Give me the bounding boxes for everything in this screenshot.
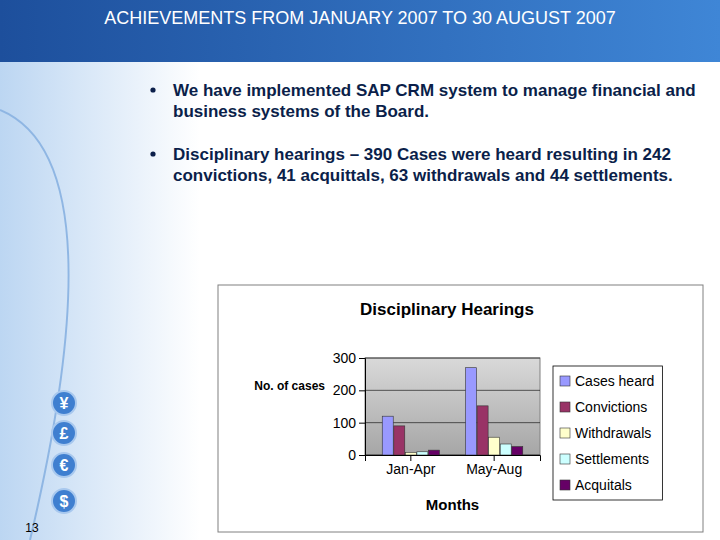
chart-title: Disciplinary Hearings (360, 300, 534, 319)
bar (405, 452, 416, 455)
bullet-dot (150, 87, 155, 92)
y-axis-title: No. of cases (254, 379, 325, 393)
y-tick-label: 0 (348, 447, 356, 463)
x-tick-label: May-Aug (466, 461, 522, 477)
legend-label: Cases heard (575, 373, 654, 389)
y-tick-label: 100 (333, 415, 357, 431)
icon-symbol: ¥ (60, 395, 69, 412)
slide: ACHIEVEMENTS FROM JANUARY 2007 TO 30 AUG… (0, 0, 720, 540)
icon-circle (52, 421, 76, 445)
icon-symbol: £ (60, 425, 69, 442)
y-axis: 0 100 200 300 (333, 350, 366, 463)
y-tick: 0 (348, 447, 365, 463)
y-tick-label: 200 (333, 382, 357, 398)
y-tick: 100 (333, 415, 365, 431)
grid-line (365, 358, 540, 359)
bar (417, 452, 428, 455)
x-tick-label: Jan-Apr (386, 461, 435, 477)
y-tick-mark (359, 390, 365, 391)
chart-area (218, 285, 703, 532)
bar (500, 444, 511, 455)
legend-swatch (560, 402, 570, 412)
bullet-dot (150, 151, 155, 156)
grid (365, 358, 540, 455)
legend-swatch (560, 480, 570, 490)
legend-label: Settlements (575, 451, 649, 467)
x-axis: Jan-Apr May-Aug (366, 455, 541, 477)
legend-swatch (560, 454, 570, 464)
x-tick: Jan-Apr (386, 455, 435, 477)
page-number: 13 (25, 521, 39, 535)
x-tick: May-Aug (466, 455, 522, 477)
y-tick: 200 (333, 382, 365, 398)
y-tick-label: 300 (333, 350, 357, 366)
y-tick-mark (359, 455, 365, 456)
y-axis-line (359, 359, 366, 456)
x-axis-title: Months (426, 496, 479, 513)
y-tick-mark (359, 423, 365, 424)
legend-label: Acquitals (575, 477, 632, 493)
grid-line (365, 390, 540, 391)
legend-swatch (560, 428, 570, 438)
y-tick-mark (359, 358, 365, 359)
bar (489, 437, 500, 455)
icon-circle (52, 489, 76, 513)
icon-symbol: € (60, 457, 69, 474)
bar (382, 416, 393, 455)
bar (512, 447, 523, 455)
slide-title: ACHIEVEMENTS FROM JANUARY 2007 TO 30 AUG… (104, 8, 616, 28)
plot-area (365, 358, 540, 455)
legend-swatch (560, 376, 570, 386)
legend-label: Withdrawals (575, 425, 651, 441)
header-band (0, 0, 720, 62)
legend-label: Convictions (575, 399, 647, 415)
bars (382, 368, 523, 455)
icon-circle (52, 391, 76, 415)
legend: Cases heard Convictions Withdrawals Settlem… (553, 366, 662, 500)
legend-box (553, 366, 662, 500)
bar (466, 368, 477, 455)
bar (394, 426, 405, 455)
y-tick: 300 (333, 350, 365, 366)
icon-circle (52, 453, 76, 477)
bullet-text: We have implemented SAP CRM system to ma… (173, 81, 696, 121)
bar (428, 450, 439, 455)
bullet-text: Disciplinary hearings – 390 Cases were h… (173, 145, 673, 185)
icon-symbol: $ (60, 493, 69, 510)
bar (477, 406, 488, 455)
background (0, 0, 720, 540)
side-panel (0, 60, 200, 540)
